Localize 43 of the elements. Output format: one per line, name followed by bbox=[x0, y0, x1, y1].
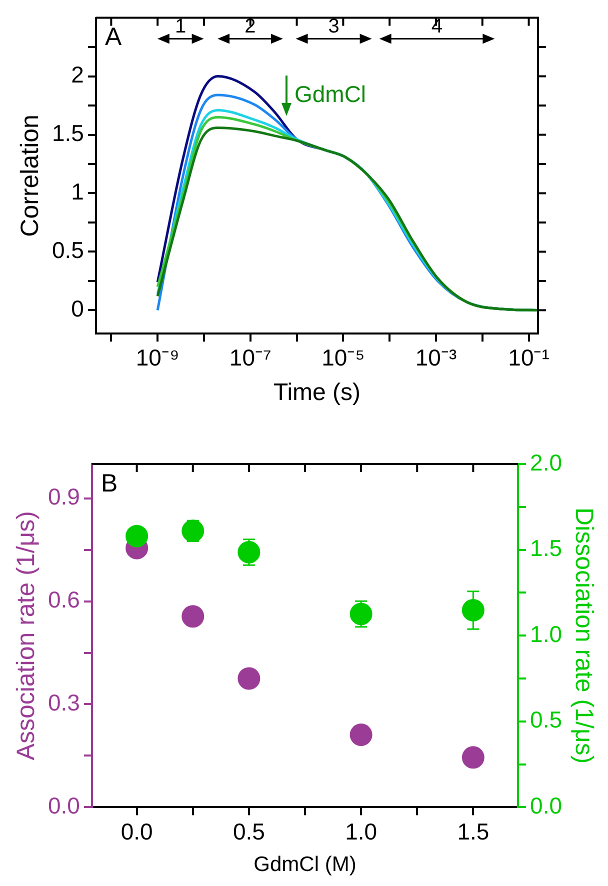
point bbox=[350, 602, 372, 626]
y-axis-title: Correlation bbox=[16, 114, 44, 237]
x-tick-label: 10⁻¹ bbox=[508, 344, 550, 371]
point bbox=[182, 520, 204, 542]
y-tick-label: 0.3 bbox=[48, 690, 80, 716]
y-tick-label: 0.6 bbox=[48, 586, 80, 613]
annotation: 1 bbox=[175, 15, 186, 38]
point bbox=[350, 724, 372, 746]
x-axis-title: GdmCl (M) bbox=[254, 853, 356, 876]
x-axis-title: Time (s) bbox=[273, 379, 361, 406]
y2-tick-label: 0.0 bbox=[530, 792, 562, 819]
annotation: 3 bbox=[328, 15, 340, 38]
point bbox=[462, 598, 484, 622]
point bbox=[182, 605, 204, 628]
y-tick-label: 2 bbox=[71, 62, 84, 88]
y2-axis-title: Dissociation rate (1/μs) bbox=[570, 508, 598, 764]
annotation: A bbox=[104, 23, 122, 52]
x-tick-label: 10⁻⁵ bbox=[322, 344, 365, 371]
y2-tick-label: 1.5 bbox=[530, 535, 562, 562]
x-tick-label: 1.5 bbox=[457, 818, 490, 844]
annotation: GdmCl bbox=[294, 81, 366, 108]
y-axis-title: Association rate (1/μs) bbox=[12, 510, 40, 760]
x-tick-label: 0.0 bbox=[120, 818, 153, 844]
y2-tick-label: 0.5 bbox=[530, 706, 562, 733]
y-tick-label: 0 bbox=[71, 296, 84, 322]
point bbox=[126, 524, 148, 548]
y-tick-label: 0.9 bbox=[48, 484, 80, 510]
y2-tick-label: 1.0 bbox=[530, 620, 562, 647]
y-tick-label: 1 bbox=[71, 178, 84, 205]
x-tick-label: 10⁻⁷ bbox=[229, 344, 272, 371]
annotation: B bbox=[100, 469, 118, 498]
y-tick-label: 1.5 bbox=[52, 120, 84, 146]
y2-tick-label: 2.0 bbox=[530, 449, 562, 476]
y-tick-label: 0.5 bbox=[52, 237, 84, 264]
x-tick-label: 10⁻³ bbox=[415, 344, 457, 371]
point bbox=[238, 540, 260, 564]
y-tick-label: 0.0 bbox=[48, 792, 80, 819]
annotation: 2 bbox=[244, 15, 256, 38]
point bbox=[462, 746, 484, 769]
x-tick-label: 10⁻⁹ bbox=[136, 344, 180, 371]
x-tick-label: 0.5 bbox=[232, 818, 265, 844]
x-tick-label: 1.0 bbox=[345, 818, 378, 844]
point bbox=[238, 667, 260, 690]
